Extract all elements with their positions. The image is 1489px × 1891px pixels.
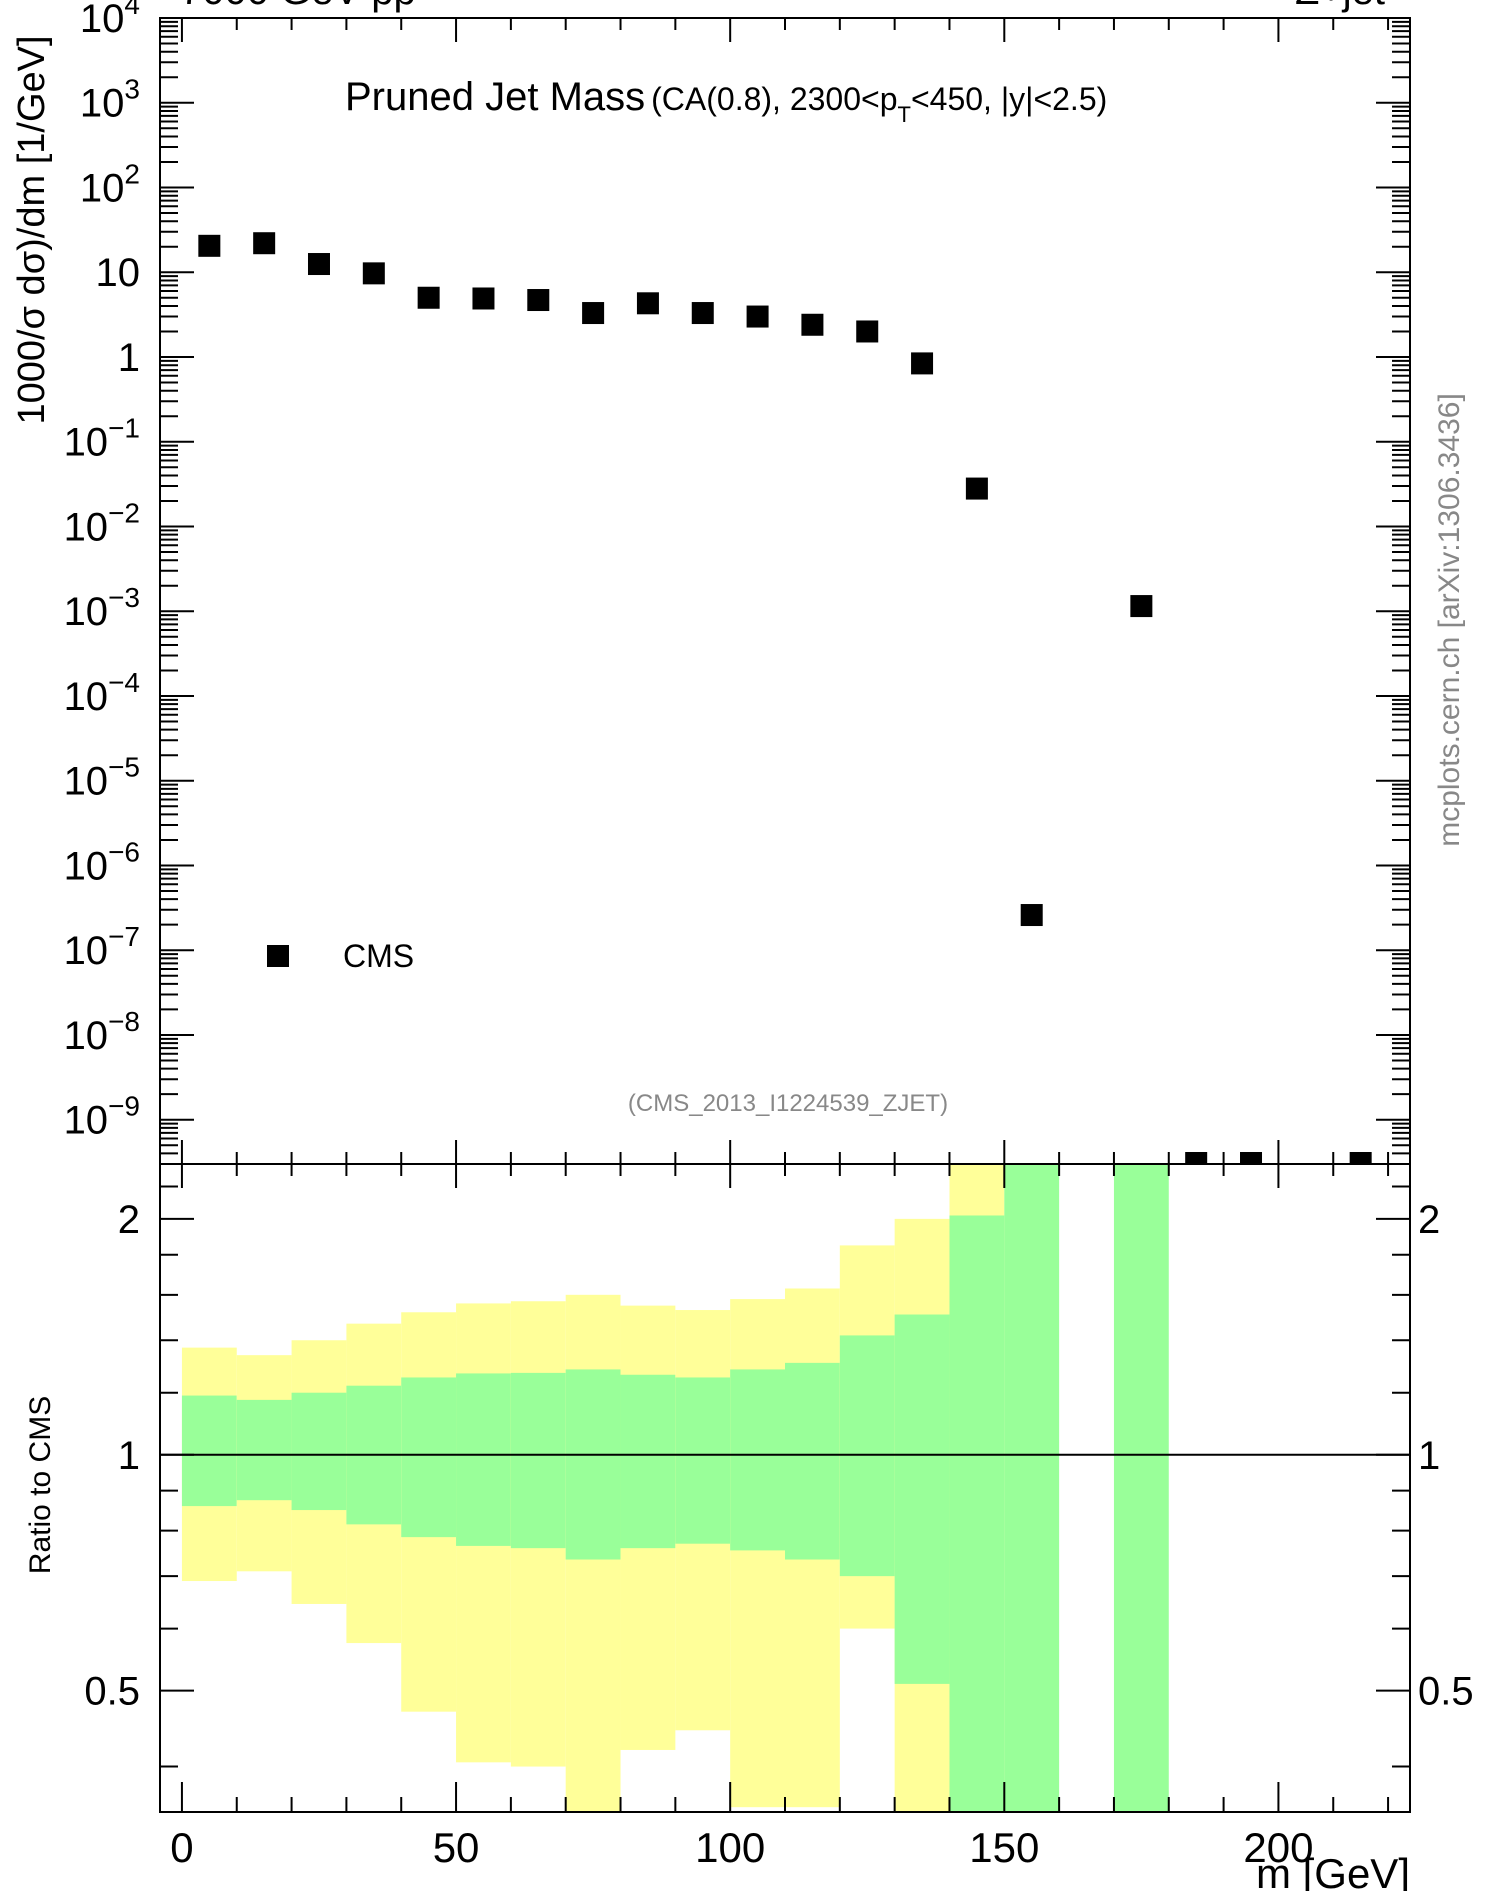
ratio-bands (160, 1164, 1410, 1812)
cms-data-points (198, 232, 1372, 1164)
stat-uncertainty-band (949, 1215, 1005, 1812)
y-tick-label: 10−4 (64, 667, 140, 719)
data-point (307, 253, 330, 276)
side-label: mcplots.cern.ch [arXiv:1306.3436] (1433, 393, 1466, 847)
stat-uncertainty-band (839, 1335, 895, 1577)
y-tick-label: 102 (80, 158, 140, 210)
header-energy: 7000 GeV pp (180, 0, 416, 13)
y-tick-label: 10−5 (64, 752, 140, 804)
data-point (472, 287, 495, 310)
analysis-label: (CMS_2013_I1224539_ZJET) (628, 1090, 948, 1117)
stat-uncertainty-band (565, 1369, 621, 1560)
stat-uncertainty-band (1004, 1164, 1060, 1812)
data-point (746, 305, 769, 328)
data-point (1130, 595, 1153, 618)
data-point (1240, 1152, 1263, 1164)
axes (159, 17, 1411, 1813)
y-tick-label: 1 (118, 336, 140, 380)
labels: 7000 GeV pp Z+jet (CMS_2013_I1224539_ZJE… (11, 0, 1474, 1891)
data-point (253, 232, 276, 255)
ratio-y-tick-label-right: 2 (1418, 1198, 1440, 1242)
data-point (965, 477, 988, 500)
stat-uncertainty-band (291, 1392, 347, 1511)
stat-uncertainty-band (401, 1377, 457, 1538)
x-tick-label: 0 (170, 1824, 193, 1871)
x-axis-label: m [GeV] (1256, 1850, 1410, 1891)
y-tick-label: 10−6 (64, 836, 140, 888)
header-process: Z+jet (1295, 0, 1385, 13)
data-point (801, 313, 824, 336)
stat-uncertainty-band (510, 1372, 566, 1549)
ratio-y-tick-label-left: 1 (118, 1434, 140, 1478)
y-tick-label: 10−1 (64, 413, 140, 465)
stat-uncertainty-band (894, 1314, 950, 1684)
data-point (417, 286, 440, 309)
y-tick-label: 10−2 (64, 497, 140, 549)
stat-uncertainty-band (1113, 1164, 1169, 1812)
x-tick-label: 200 (1243, 1824, 1313, 1871)
stat-uncertainty-band (785, 1362, 840, 1560)
data-point (527, 289, 550, 312)
data-point (1349, 1152, 1372, 1164)
y-tick-label: 10 (96, 251, 141, 295)
data-point (856, 320, 879, 343)
plot-title: Pruned Jet Mass (CA(0.8), 2300<pT<450, |y… (345, 75, 1107, 127)
stat-uncertainty-band (236, 1399, 292, 1501)
stat-uncertainty-band (181, 1395, 237, 1507)
y-tick-label: 10−3 (64, 582, 140, 634)
x-tick-label: 100 (695, 1824, 765, 1871)
ratio-y-tick-label-left: 2 (118, 1198, 140, 1242)
ratio-y-tick-label-left: 0.5 (84, 1670, 140, 1714)
y-tick-label: 10−8 (64, 1006, 140, 1058)
y-tick-label: 10−7 (64, 921, 140, 973)
data-point (911, 352, 934, 375)
data-point (1185, 1152, 1208, 1164)
data-point (362, 262, 385, 285)
y-tick-label: 104 (80, 0, 140, 41)
stat-uncertainty-band (620, 1374, 676, 1549)
legend-marker (267, 945, 289, 967)
stat-uncertainty-band (730, 1369, 785, 1551)
y-tick-label: 10−9 (64, 1091, 140, 1143)
x-tick-label: 150 (969, 1824, 1039, 1871)
data-point (636, 292, 659, 315)
stat-uncertainty-band (456, 1373, 511, 1546)
ratio-y-tick-label-right: 0.5 (1418, 1670, 1474, 1714)
y-axis-label: 1000/σ dσ)/dm [1/GeV] (11, 35, 53, 424)
x-tick-label: 50 (433, 1824, 480, 1871)
data-point (198, 234, 221, 257)
data-point (1020, 904, 1043, 927)
y-tick-label: 103 (80, 74, 140, 126)
legend-label: CMS (343, 938, 414, 974)
ratio-y-axis-label: Ratio to CMS (24, 1396, 57, 1574)
ratio-y-tick-label-right: 1 (1418, 1434, 1440, 1478)
main-plot-frame (159, 17, 1411, 1165)
data-point (691, 302, 714, 325)
stat-uncertainty-band (675, 1377, 731, 1544)
data-point (582, 302, 605, 325)
